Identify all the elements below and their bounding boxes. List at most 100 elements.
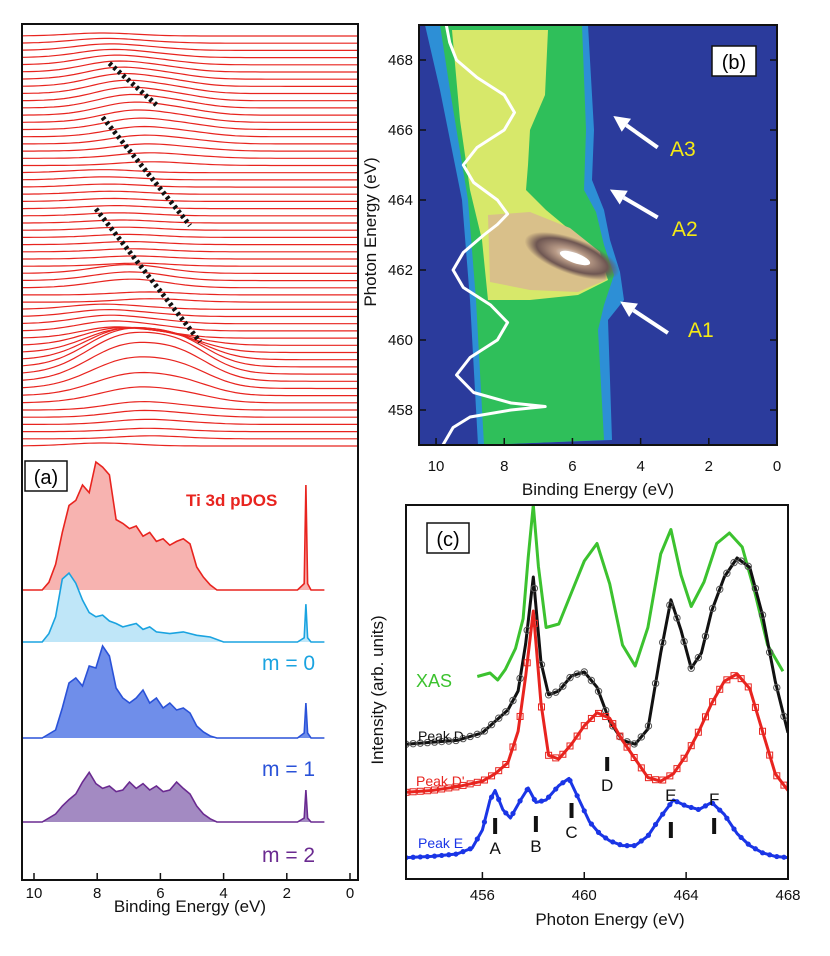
spectrum-line [22, 109, 358, 123]
marker-peak-d-prime [445, 784, 453, 792]
spectrum-line [22, 72, 358, 88]
marker-peak-d [423, 738, 432, 747]
x-tick-label: 4 [636, 458, 644, 475]
spectrum-line [22, 134, 358, 145]
panel-a-label-box [24, 460, 68, 492]
marker-peak-e [738, 834, 744, 841]
marker-peak-d-prime [623, 743, 631, 751]
marker-peak-e [617, 842, 623, 848]
panel-b-ylabel: Photon Energy (eV) [361, 157, 380, 306]
dotted-guide [107, 61, 159, 107]
m0-label: m = 0 [262, 652, 315, 675]
marker-peak-e [538, 798, 545, 804]
y-tick-label: 458 [388, 402, 413, 419]
marker-peak-e [424, 853, 430, 860]
x-tick-label: 0 [773, 458, 781, 475]
spectrum-line [22, 341, 358, 382]
pdos-title: Ti 3d pDOS [186, 491, 277, 510]
spectrum-line [22, 298, 358, 303]
arrow-shaft-A2 [622, 195, 659, 220]
spectrum-line [22, 331, 358, 375]
marker-peak-d-prime [723, 676, 731, 684]
marker-peak-d-prime [709, 698, 717, 706]
spectrum-line [22, 143, 358, 152]
spectrum-line [22, 125, 358, 138]
marker-peak-e [417, 854, 423, 860]
marker-peak-d-prime [666, 772, 674, 780]
spectrum-line [22, 226, 358, 231]
marker-peak-d [480, 727, 489, 735]
peak-markers: A B C D E F [489, 757, 719, 858]
marker-peak-e [710, 800, 716, 806]
x-tick-label: 468 [775, 887, 800, 904]
marker-peak-e [660, 811, 666, 817]
panel-c: A B C D E F (c) XAS Peak D Peak D' Peak E 456… [368, 504, 801, 929]
spectrum-line [22, 79, 358, 95]
panel-b-label-box [711, 45, 757, 77]
spectrum-line [22, 278, 358, 289]
marker-peak-d-prime [780, 781, 788, 789]
marker-peak-d-prime [766, 751, 774, 759]
y-tick-label: 462 [388, 262, 413, 279]
marker-peak-d [487, 720, 496, 729]
marker-peak-d-prime [630, 754, 638, 762]
marker-peak-d-prime [566, 742, 574, 750]
peak-label-E: E [665, 786, 676, 805]
marker-peak-d [765, 648, 774, 656]
marker-peak-e [767, 852, 773, 858]
spectrum-line [22, 176, 358, 181]
spectrum-line [22, 308, 358, 318]
legend-xas: XAS [416, 671, 452, 691]
marker-peak-d [644, 722, 653, 730]
panel-b-x-ticks: 10 8 6 4 2 0 [428, 438, 781, 475]
marker-peak-d [502, 708, 510, 716]
arrow-shaft-A3 [625, 123, 659, 150]
pdos-area-total [22, 462, 325, 590]
spectra-stack [22, 32, 358, 447]
spectrum-line [22, 291, 358, 296]
spectrum-line [22, 212, 358, 217]
spectrum-line [22, 241, 358, 246]
arrow-head-A1 [620, 301, 638, 317]
marker-peak-d-prime [480, 776, 488, 784]
x-tick-label: 4 [219, 885, 227, 902]
marker-peak-d-prime [609, 720, 617, 728]
marker-peak-d [666, 601, 674, 609]
spectrum-line [22, 161, 358, 167]
marker-peak-d [530, 584, 539, 593]
marker-peak-d [758, 611, 767, 619]
marker-peak-e [717, 807, 723, 813]
marker-peak-e [496, 796, 502, 802]
series-line-Peak D' [406, 609, 788, 794]
spectrum-line [22, 255, 358, 260]
spectrum-line [22, 152, 358, 159]
panel-c-xlabel: Photon Energy (eV) [535, 910, 684, 929]
marker-peak-d [452, 736, 460, 745]
marker-peak-d-prime [509, 743, 517, 751]
marker-peak-d-prime [751, 703, 759, 711]
marker-peak-e [553, 786, 559, 792]
marker-peak-e [481, 819, 488, 825]
heatmap-hotspot-core [559, 250, 591, 266]
marker-peak-d-prime [523, 659, 531, 667]
marker-peak-d [573, 670, 581, 678]
annotation-a3: A3 [670, 138, 696, 161]
marker-peak-e [567, 777, 573, 784]
marker-peak-e [681, 802, 687, 808]
marker-peak-d-prime [637, 764, 645, 772]
x-tick-label: 8 [500, 458, 508, 475]
peak-label-F: F [709, 790, 719, 809]
marker-peak-d [773, 683, 781, 692]
panel-b-y-ticks: 458 460 462 464 466 468 [388, 52, 777, 419]
x-tick-label: 2 [705, 458, 713, 475]
marker-peak-e [488, 794, 495, 800]
xas-overlay-curve [441, 25, 547, 445]
marker-peak-d-prime [759, 727, 767, 735]
y-tick-label: 468 [388, 52, 413, 69]
marker-peak-e [674, 799, 680, 805]
spectrum-line [22, 386, 358, 404]
spectrum-line [22, 93, 358, 109]
marker-peak-e [603, 835, 609, 841]
spectrum-line [22, 248, 358, 253]
spectrum-line [22, 190, 358, 195]
